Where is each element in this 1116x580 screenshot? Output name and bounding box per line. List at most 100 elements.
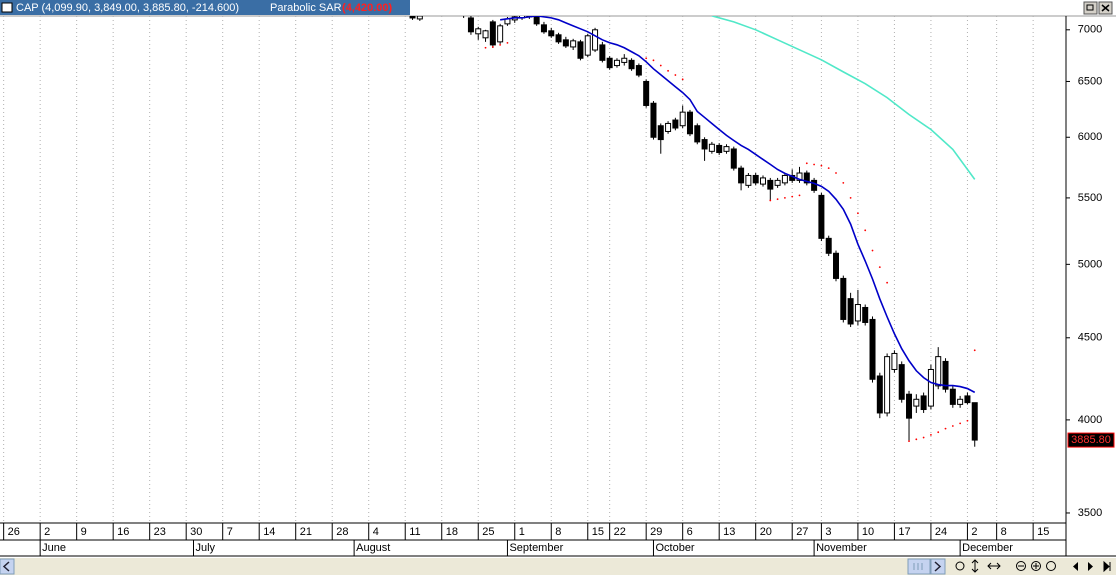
candle-body — [613, 59, 620, 67]
end-button[interactable] — [1103, 560, 1111, 573]
candle-body — [416, 16, 423, 20]
sar-dot — [922, 436, 925, 439]
sar-dot — [849, 197, 852, 199]
month-label: September — [509, 542, 563, 554]
candle-body — [701, 139, 708, 150]
candle-body — [774, 179, 781, 186]
candle-body — [898, 364, 905, 400]
candle-body — [752, 174, 759, 184]
sar-dot — [798, 194, 801, 197]
x-tick-label: 9 — [81, 526, 87, 538]
sar-dot — [769, 199, 772, 202]
candle-body — [716, 144, 723, 154]
x-tick-label: 1 — [519, 526, 525, 538]
sar-dot — [776, 198, 779, 201]
sar-dot — [842, 181, 845, 184]
indicator-value: (4,420.00) — [342, 2, 392, 14]
last-price-label: 3885.80 — [1071, 434, 1111, 446]
month-label: July — [195, 542, 215, 554]
candle-body — [884, 356, 891, 414]
scroll-left-icon — [2, 561, 10, 572]
y-tick-label: 4500 — [1078, 332, 1102, 344]
x-tick-label: 21 — [300, 526, 312, 538]
candle-body — [738, 167, 745, 184]
candle-body — [942, 360, 949, 390]
candle-body — [657, 125, 664, 141]
window-buttons — [1083, 1, 1113, 15]
candle-body — [949, 388, 956, 405]
candle-body — [570, 40, 577, 48]
sar-dot — [966, 419, 969, 422]
month-label: December — [962, 542, 1013, 554]
candle-body — [920, 395, 927, 411]
sar-dot — [857, 212, 859, 215]
candle-body — [927, 368, 934, 407]
y-tick-label: 5500 — [1078, 192, 1102, 204]
candle-body — [869, 318, 876, 380]
window-icon[interactable] — [1, 2, 13, 13]
candle-body — [891, 352, 898, 370]
grid — [3, 16, 1034, 523]
x-tick-label: 8 — [555, 526, 561, 538]
candle-body — [767, 179, 774, 190]
candle-body — [833, 252, 840, 279]
scroll-left[interactable] — [0, 558, 15, 575]
candle-body — [708, 143, 715, 152]
sar-dot — [659, 64, 662, 67]
x-tick-label: 11 — [409, 526, 420, 538]
restore-button[interactable] — [1083, 1, 1098, 15]
title-highlight — [0, 0, 410, 15]
sar-dot — [973, 349, 976, 352]
x-tick-label: 16 — [117, 526, 129, 538]
scroll-right[interactable] — [930, 558, 946, 575]
x-tick-label: 24 — [935, 526, 947, 538]
month-label: August — [356, 542, 390, 554]
x-tick-label: 20 — [760, 526, 772, 538]
month-label: November — [816, 542, 867, 554]
candle-body — [555, 34, 562, 43]
x-tick-label: 4 — [373, 526, 379, 538]
scale-button[interactable] — [971, 559, 979, 573]
candle-body — [840, 277, 847, 320]
zoom-all-button[interactable] — [1046, 561, 1056, 571]
zoom-in-icon — [1033, 563, 1039, 569]
sar-dot — [864, 229, 867, 232]
candle-body — [825, 237, 832, 254]
candle-body — [628, 59, 635, 70]
candle-body — [745, 174, 752, 186]
scroll-thumb[interactable] — [907, 558, 931, 575]
sar-dot — [805, 162, 808, 165]
sar-dot — [915, 438, 918, 441]
sar-dot — [667, 69, 669, 72]
play-button[interactable] — [1088, 562, 1093, 571]
x-tick-label: 14 — [263, 526, 275, 538]
candle-body — [599, 44, 606, 61]
sar-dot — [886, 281, 889, 284]
zoom-in-button[interactable] — [1031, 561, 1041, 571]
zoom-out-button[interactable] — [1016, 561, 1026, 571]
candle-body — [876, 375, 883, 414]
x-tick-label: 17 — [898, 526, 910, 538]
stretch-button[interactable] — [987, 562, 1001, 570]
sar-dot — [681, 78, 684, 81]
y-tick-label: 7000 — [1078, 24, 1102, 36]
candle-body — [679, 111, 686, 127]
candle-body — [759, 177, 766, 185]
candle-body — [409, 16, 416, 19]
sar-dot — [791, 195, 794, 198]
prev-button[interactable] — [1073, 562, 1078, 571]
x-tick-label: 26 — [8, 526, 20, 538]
candle-body — [957, 398, 964, 405]
candle-body — [803, 172, 810, 184]
sar-dot — [645, 57, 648, 60]
x-tick-label: 2 — [971, 526, 977, 538]
sar-dot — [951, 425, 954, 427]
x-tick-label: 10 — [862, 526, 874, 538]
candle-body — [643, 80, 650, 106]
x-tick-label: 30 — [190, 526, 202, 538]
refresh-button[interactable] — [955, 561, 965, 571]
x-tick-label: 2 — [44, 526, 50, 538]
sar-dot — [878, 266, 881, 269]
